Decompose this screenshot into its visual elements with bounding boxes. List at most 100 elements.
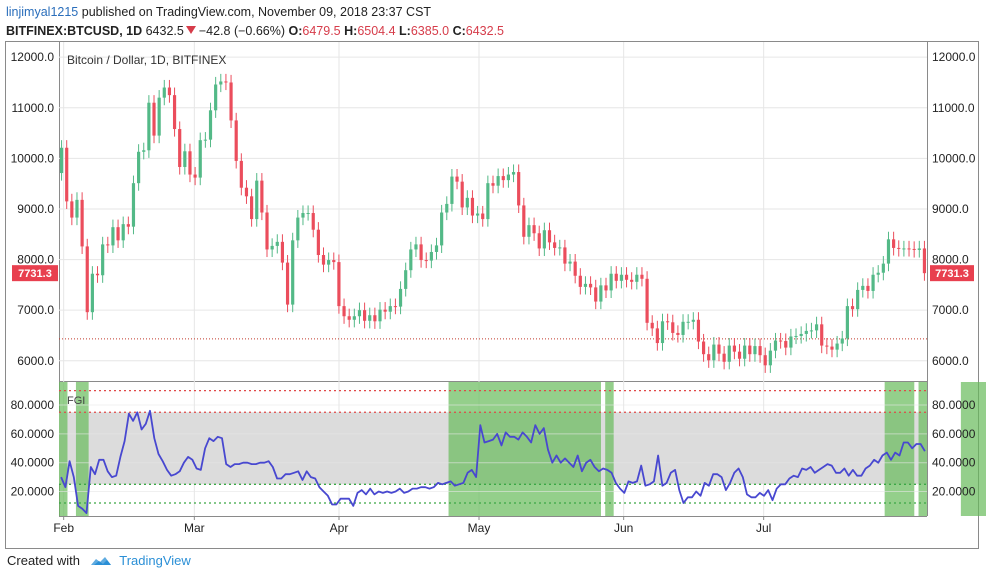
quote-line: BITFINEX:BTCUSD, 1D 6432.5 −42.8 (−0.66%)…	[6, 22, 504, 41]
candle-body	[717, 344, 721, 354]
close-label: C:	[452, 24, 466, 38]
candle-body	[337, 262, 341, 307]
open-label: O:	[288, 24, 303, 38]
candle-body	[275, 241, 279, 246]
x-tick-label: May	[468, 521, 491, 535]
y-tick-label-right: 10000.0	[932, 151, 976, 165]
y-tick-label-left: 7000.0	[17, 303, 54, 317]
low-value: 6385.0	[410, 24, 450, 38]
candle-body	[856, 289, 860, 310]
candle-body	[404, 270, 408, 289]
candle-body	[861, 285, 865, 290]
last-price: 6432.5	[145, 24, 184, 38]
candle-body	[59, 147, 64, 174]
candle-body	[491, 183, 495, 186]
candle-body	[203, 139, 207, 141]
candle-body	[80, 199, 84, 247]
candle-body	[630, 279, 634, 282]
candle-body	[604, 285, 608, 291]
candle-body	[167, 87, 172, 96]
indicator-tick-label-left: 60.0000	[11, 427, 55, 441]
candle-body	[162, 87, 166, 98]
candle-body	[193, 174, 197, 178]
candle-body	[152, 102, 156, 136]
x-tick-label: Mar	[184, 521, 205, 535]
candle-body	[845, 306, 849, 339]
candle-body	[373, 315, 377, 322]
candle-body	[758, 346, 762, 356]
candle-body	[655, 328, 659, 344]
candle-body	[619, 274, 623, 281]
y-tick-label-left: 10000.0	[11, 151, 55, 165]
price-tag-right	[930, 265, 974, 282]
candle-body	[686, 321, 690, 323]
candle-body	[506, 174, 511, 181]
candle-body	[650, 322, 654, 329]
candle-body	[409, 249, 413, 271]
candle-body	[280, 241, 285, 263]
candle-body	[90, 273, 94, 313]
candle-body	[321, 255, 326, 265]
y-tick-label-left: 6000.0	[17, 354, 54, 368]
candle-body	[671, 322, 675, 333]
author-link[interactable]: linjimyal1215	[6, 5, 79, 19]
y-tick-label-right: 6000.0	[932, 354, 969, 368]
candle-body	[850, 306, 855, 310]
candle-body	[198, 140, 202, 178]
candle-body	[840, 338, 844, 344]
candle-body	[553, 242, 557, 248]
y-tick-label-left: 8000.0	[17, 253, 54, 267]
candle-body	[830, 346, 834, 350]
tradingview-link[interactable]: TradingView	[119, 553, 191, 568]
candle-body	[578, 275, 582, 287]
candle-body	[106, 244, 110, 246]
chart-frame	[5, 41, 979, 549]
candle-body	[522, 205, 526, 237]
y-tick-label-left: 11000.0	[12, 101, 55, 115]
candle-body	[712, 344, 716, 361]
candle-body	[214, 84, 218, 111]
candle-body	[306, 213, 310, 215]
candle-body	[763, 355, 767, 366]
y-tick-label-left: 12000.0	[11, 50, 55, 64]
y-tick-label-left: 9000.0	[17, 202, 54, 216]
candle-body	[239, 160, 243, 188]
candle-body	[414, 244, 418, 250]
candle-body	[219, 81, 223, 85]
candle-body	[327, 260, 331, 265]
candle-body	[157, 97, 161, 136]
candle-body	[727, 345, 731, 362]
candle-body	[645, 278, 649, 323]
candle-body	[183, 151, 187, 167]
candle-body	[244, 187, 249, 197]
candle-body	[907, 248, 911, 250]
candle-body	[116, 227, 120, 241]
candle-body	[296, 217, 300, 241]
candle-body	[388, 306, 392, 312]
candle-body	[501, 176, 505, 181]
candle-body	[265, 212, 269, 250]
candle-body	[301, 213, 305, 218]
candle-body	[429, 251, 433, 261]
candle-body	[95, 273, 100, 276]
candle-body	[599, 285, 603, 302]
candle-body	[121, 224, 125, 241]
candle-body	[440, 212, 444, 246]
candle-body	[773, 340, 778, 351]
candle-body	[532, 225, 536, 234]
candle-body	[748, 345, 752, 355]
low-label: L:	[399, 24, 411, 38]
signal-highlight	[960, 382, 986, 516]
candle-body	[809, 330, 814, 332]
candle-body	[691, 319, 695, 322]
candle-body	[486, 183, 490, 220]
candle-body	[835, 343, 839, 350]
signal-highlight	[448, 382, 601, 516]
candle-body	[434, 245, 439, 252]
fgi-line	[60, 409, 926, 514]
candle-body	[368, 315, 372, 321]
candle-body	[347, 316, 351, 320]
candle-body	[363, 310, 367, 321]
candle-body	[594, 287, 598, 302]
